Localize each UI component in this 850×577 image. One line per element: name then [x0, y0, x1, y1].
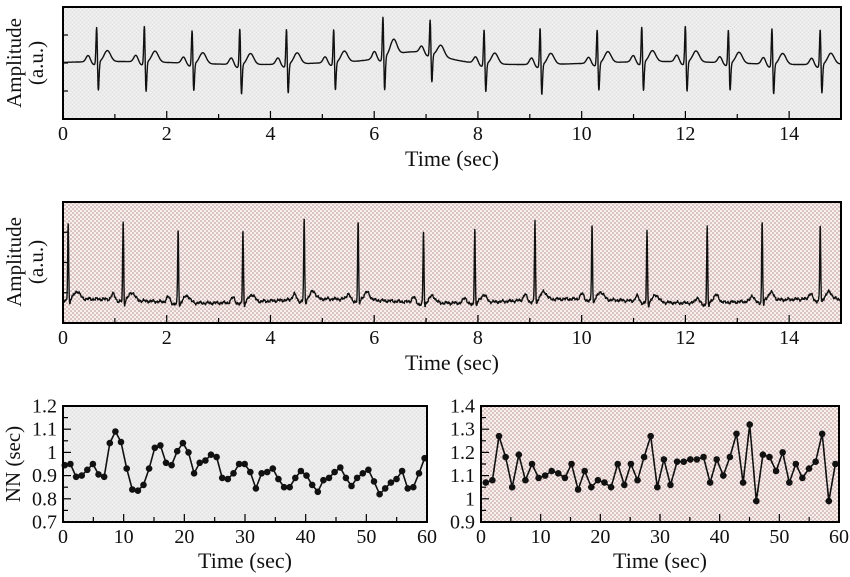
svg-text:2: 2	[162, 327, 172, 349]
svg-text:14: 14	[779, 123, 799, 145]
svg-text:0: 0	[58, 123, 68, 145]
svg-text:4: 4	[265, 123, 275, 145]
axis-tick-labels: 0 10 20 30 40 50 60 0.911.11.21.31.4	[450, 396, 849, 549]
ecg-bottom-x-axis-label: Time (sec)	[405, 350, 499, 375]
svg-text:40: 40	[296, 526, 316, 548]
svg-text:60: 60	[417, 526, 437, 548]
svg-text:0.9: 0.9	[450, 512, 475, 534]
svg-text:8: 8	[473, 123, 483, 145]
svg-text:10: 10	[531, 526, 551, 548]
svg-text:1.1: 1.1	[450, 465, 475, 487]
svg-text:1.3: 1.3	[450, 419, 475, 441]
svg-text:1: 1	[465, 488, 475, 510]
svg-text:1: 1	[47, 442, 57, 464]
axis-tick-labels: 0 2 4 6 8 10 12 14	[58, 123, 799, 145]
ecg-bottom-y-axis-label: Amplitude (a.u.)	[2, 202, 50, 322]
ecg-trace	[63, 16, 841, 95]
svg-text:12: 12	[675, 123, 695, 145]
nn-right-x-axis-label: Time (sec)	[613, 548, 707, 573]
svg-text:0.7: 0.7	[32, 512, 57, 534]
axis-tick-labels: 0 2 4 6 8 10 12 14	[58, 327, 799, 349]
svg-text:1.2: 1.2	[32, 396, 57, 418]
svg-text:30: 30	[235, 526, 255, 548]
svg-text:0.9: 0.9	[32, 465, 57, 487]
svg-text:10: 10	[572, 123, 592, 145]
svg-text:2: 2	[162, 123, 172, 145]
panel-background	[63, 7, 841, 119]
panel-ecg-top: 0 2 4 6 8 10 12 14	[58, 6, 842, 145]
svg-text:8: 8	[473, 327, 483, 349]
nn-left-y-axis-label: NN (sec)	[1, 425, 25, 503]
svg-text:0.8: 0.8	[32, 488, 57, 510]
svg-text:10: 10	[572, 327, 592, 349]
svg-text:50: 50	[769, 526, 789, 548]
panel-frame	[62, 201, 842, 324]
ecg-top-y-axis-label: Amplitude (a.u.)	[2, 3, 50, 123]
svg-text:20: 20	[174, 526, 194, 548]
svg-text:40: 40	[710, 526, 730, 548]
svg-text:20: 20	[590, 526, 610, 548]
panel-frame	[480, 405, 840, 523]
ecg-top-x-axis-label: Time (sec)	[405, 146, 499, 171]
svg-text:1.1: 1.1	[32, 419, 57, 441]
panel-frame	[62, 405, 428, 523]
nn-left-x-axis-label: Time (sec)	[198, 548, 292, 573]
nn-points	[61, 428, 428, 498]
svg-text:0: 0	[476, 526, 486, 548]
svg-text:6: 6	[369, 327, 379, 349]
svg-text:50: 50	[356, 526, 376, 548]
svg-text:60: 60	[829, 526, 849, 548]
axis-ticks	[62, 231, 790, 323]
svg-text:0: 0	[58, 526, 68, 548]
svg-text:0: 0	[58, 327, 68, 349]
ecg-bottom-y-axis-label-line2: (a.u.)	[23, 239, 48, 285]
svg-text:12: 12	[675, 327, 695, 349]
panel-nn-right: 0 10 20 30 40 50 60 0.911.11.21.31.4	[450, 396, 849, 549]
panel-nn-left: 0 10 20 30 40 50 60 0.70.80.911.11.2	[32, 396, 437, 549]
ecg-bottom-y-axis-label-line1: Amplitude	[2, 217, 26, 307]
ecg-trace	[62, 218, 842, 308]
svg-text:4: 4	[265, 327, 275, 349]
svg-text:14: 14	[779, 327, 799, 349]
svg-text:1.2: 1.2	[450, 442, 475, 464]
svg-text:6: 6	[369, 123, 379, 145]
axis-tick-labels: 0 10 20 30 40 50 60 0.70.80.911.11.2	[32, 396, 437, 549]
svg-text:1.4: 1.4	[450, 396, 475, 418]
svg-text:30: 30	[650, 526, 670, 548]
nn-points	[482, 421, 839, 505]
panel-frame	[62, 6, 842, 120]
panel-ecg-bottom: 0 2 4 6 8 10 12 14	[58, 201, 842, 349]
ecg-top-y-axis-label-line1: Amplitude	[2, 18, 26, 108]
svg-text:10: 10	[114, 526, 134, 548]
ecg-top-y-axis-label-line2: (a.u.)	[23, 40, 48, 86]
